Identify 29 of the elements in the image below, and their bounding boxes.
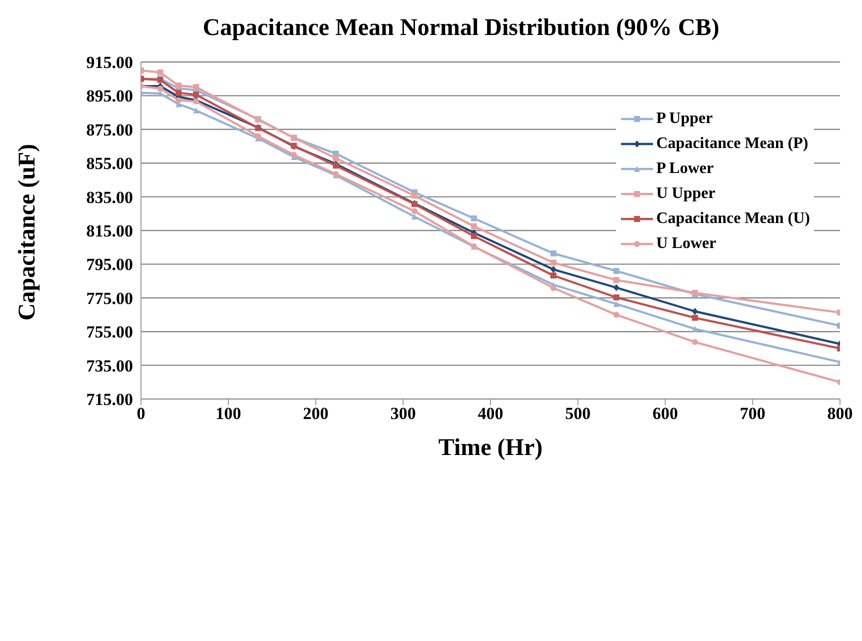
x-tick-label: 400 xyxy=(478,404,504,424)
y-tick-label: 815.00 xyxy=(86,222,133,241)
y-tick-label: 835.00 xyxy=(86,188,133,207)
chart-title: Capacitance Mean Normal Distribution (90% CB) xyxy=(202,14,720,43)
y-tick-label: 775.00 xyxy=(86,288,133,308)
y-tick-label: 855.00 xyxy=(86,154,133,174)
legend-label: P Upper xyxy=(656,109,713,128)
y-tick-label: 915.00 xyxy=(86,53,133,72)
legend-label: U Lower xyxy=(656,234,716,253)
x-tick-label: 100 xyxy=(216,404,242,424)
legend-label: Capacitance Mean (U) xyxy=(656,209,810,228)
legend-label: U Upper xyxy=(656,184,716,203)
y-tick-label: 735.00 xyxy=(86,356,133,376)
y-tick-label: 875.00 xyxy=(86,120,133,140)
x-axis-title: Time (Hr) xyxy=(438,435,543,461)
y-tick-label: 755.00 xyxy=(86,322,133,342)
x-tick-label: 700 xyxy=(740,404,766,424)
y-tick-label: 895.00 xyxy=(86,86,133,106)
x-tick-label: 0 xyxy=(136,404,146,424)
x-tick-label: 200 xyxy=(303,404,328,424)
x-tick-label: 800 xyxy=(827,404,853,424)
x-tick-label: 500 xyxy=(565,404,591,424)
legend-label: P Lower xyxy=(656,159,714,178)
y-axis-title: Capacitance (uF) xyxy=(14,144,41,320)
x-tick-label: 600 xyxy=(652,404,678,424)
legend-label: Capacitance Mean (P) xyxy=(656,134,808,153)
x-tick-label: 300 xyxy=(390,404,416,424)
y-tick-label: 715.00 xyxy=(86,390,133,410)
y-tick-label: 795.00 xyxy=(86,255,133,274)
